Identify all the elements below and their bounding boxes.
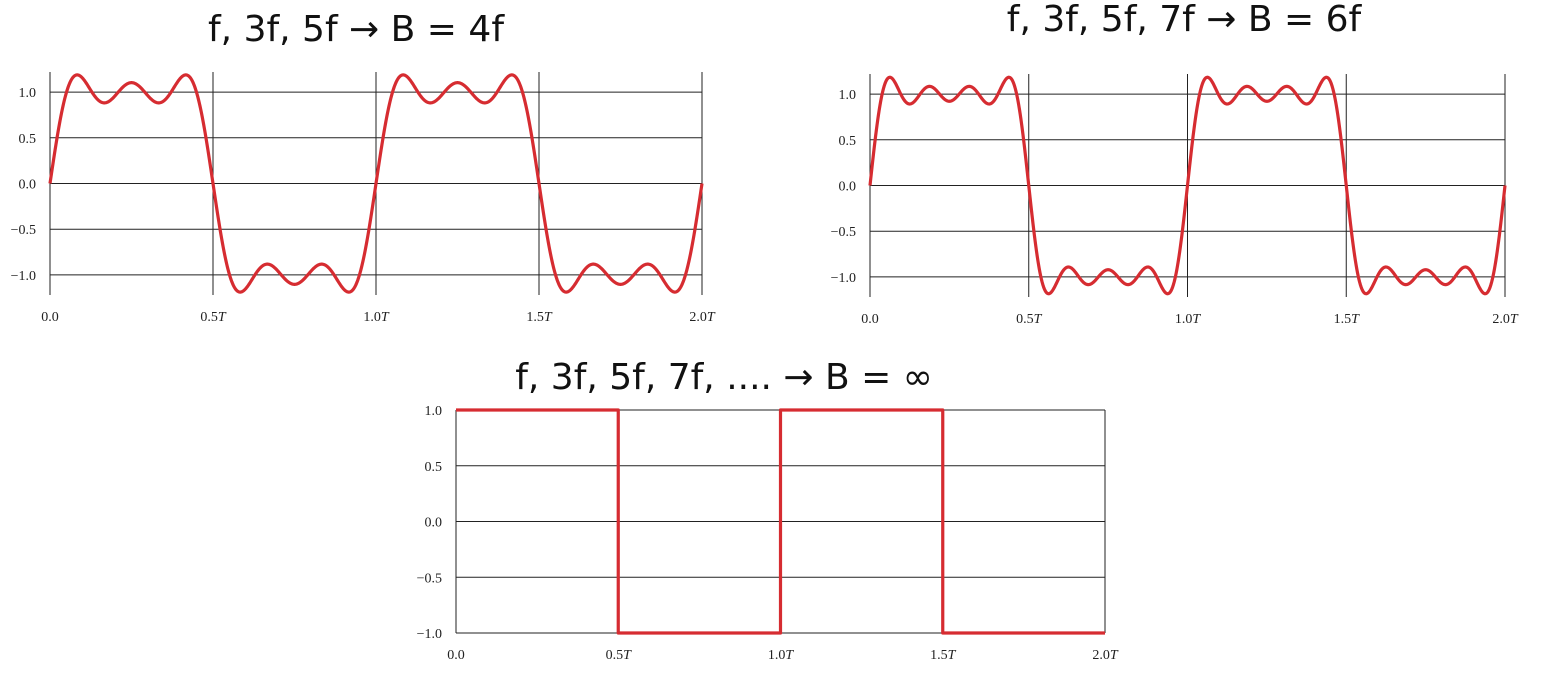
- y-tick-label: 1.0: [19, 86, 37, 101]
- chart-panel-1: f, 3f, 5f → B = 4f 1.0 0.5 0.0 −0.5 −1.0 0.0 0…: [0, 0, 740, 340]
- chart-1-svg: 1.0 0.5 0.0 −0.5 −1.0 0.0 0.5T 1.0T 1.5T 2.0T: [11, 72, 716, 325]
- y-tick-label: 0.5: [19, 132, 37, 147]
- signal-line: [48, 73, 704, 294]
- x-tick-label: 1.5T: [526, 310, 553, 325]
- chart-panel-2: f, 3f, 5f, 7f → B = 6f 1.0 0.5 0.0 −0.5 −1.0…: [780, 0, 1548, 340]
- x-tick-label: 2.0T: [1092, 648, 1119, 663]
- x-tick-label: 0.5T: [606, 648, 633, 663]
- y-tick-label: 0.0: [19, 178, 37, 193]
- y-tick-label: −1.0: [417, 627, 442, 642]
- x-tick-label: 1.5T: [930, 648, 957, 663]
- y-tick-label: −1.0: [11, 269, 36, 284]
- x-tick-label: 2.0T: [689, 310, 716, 325]
- x-tick-label: 0.5T: [1016, 312, 1043, 327]
- chart-title-1: f, 3f, 5f → B = 4f: [208, 9, 504, 50]
- chart-panel-3: f, 3f, 5f, 7f, .... → B = ∞ 1.0 0.5 0.0 −0.…: [380, 340, 1160, 696]
- x-tick-label: 0.0: [41, 310, 59, 325]
- y-tick-label: 0.5: [839, 134, 857, 149]
- x-tick-label: 0.0: [447, 648, 465, 663]
- chart-3-svg: 1.0 0.5 0.0 −0.5 −1.0 0.0 0.5T 1.0T 1.5T 2.0T: [417, 404, 1119, 663]
- y-tick-label: 0.0: [425, 516, 443, 531]
- x-tick-label: 1.0T: [768, 648, 795, 663]
- x-tick-label: 1.0T: [363, 310, 390, 325]
- x-tick-label: 0.0: [861, 312, 879, 327]
- x-tick-label: 2.0T: [1492, 312, 1519, 327]
- y-tick-label: 0.5: [425, 460, 443, 475]
- y-tick-label: −0.5: [11, 223, 36, 238]
- y-tick-label: 1.0: [425, 404, 443, 419]
- x-tick-label: 1.0T: [1175, 312, 1202, 327]
- signal-line: [868, 75, 1507, 296]
- y-tick-label: 0.0: [839, 180, 857, 195]
- chart-2-svg: 1.0 0.5 0.0 −0.5 −1.0 0.0 0.5T 1.0T 1.5T 2.0T: [831, 74, 1519, 327]
- y-tick-label: 1.0: [839, 88, 857, 103]
- x-tick-label: 0.5T: [200, 310, 227, 325]
- y-tick-label: −1.0: [831, 271, 856, 286]
- x-tick-label: 1.5T: [1334, 312, 1361, 327]
- chart-title-2: f, 3f, 5f, 7f → B = 6f: [1006, 0, 1362, 40]
- chart-title-3: f, 3f, 5f, 7f, .... → B = ∞: [515, 357, 933, 398]
- y-tick-label: −0.5: [417, 571, 442, 586]
- y-tick-label: −0.5: [831, 225, 856, 240]
- signal-line: [456, 408, 1105, 635]
